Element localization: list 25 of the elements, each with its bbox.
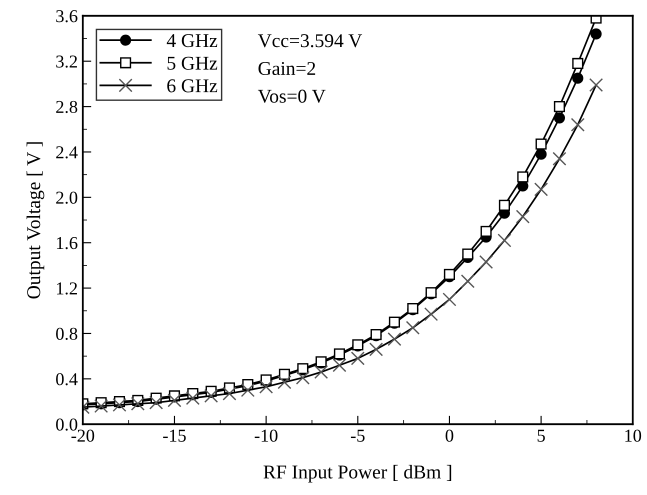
legend-label: 5 GHz xyxy=(168,56,218,70)
y-tick-label: 0.4 xyxy=(56,373,78,386)
x-tick-label: 5 xyxy=(538,430,545,442)
x-tick-label: 0 xyxy=(446,430,454,442)
y-tick-label: 2.8 xyxy=(56,100,78,114)
x-tick-label: -15 xyxy=(163,430,186,442)
y-tick-label: 1.2 xyxy=(56,282,77,295)
x-tick-label: -20 xyxy=(71,430,94,442)
annotation: Vos=0 V xyxy=(258,90,326,103)
y-tick-label: 1.6 xyxy=(56,237,78,250)
annotation: Vcc=3.594 V xyxy=(258,34,362,48)
y-tick-label: 3.2 xyxy=(56,56,77,68)
y-tick-label: 0.0 xyxy=(56,418,78,431)
y-tick-label: 3.6 xyxy=(56,10,78,22)
legend-label: 4 GHz xyxy=(166,34,218,48)
legend-label: 6 GHz xyxy=(167,79,218,92)
x-tick-label: -10 xyxy=(254,430,278,442)
x-axis-title: RF Input Power [ dBm ] xyxy=(264,464,452,483)
x-tick-label: 10 xyxy=(625,430,642,442)
y-axis-title: Output Voltage [ V ] xyxy=(26,142,44,298)
y-tick-label: 2.0 xyxy=(56,192,78,204)
x-tick-label: -5 xyxy=(350,430,365,442)
annotation: Gain=2 xyxy=(258,62,316,76)
y-tick-label: 0.8 xyxy=(56,328,78,340)
y-tick-label: 2.4 xyxy=(56,146,78,158)
